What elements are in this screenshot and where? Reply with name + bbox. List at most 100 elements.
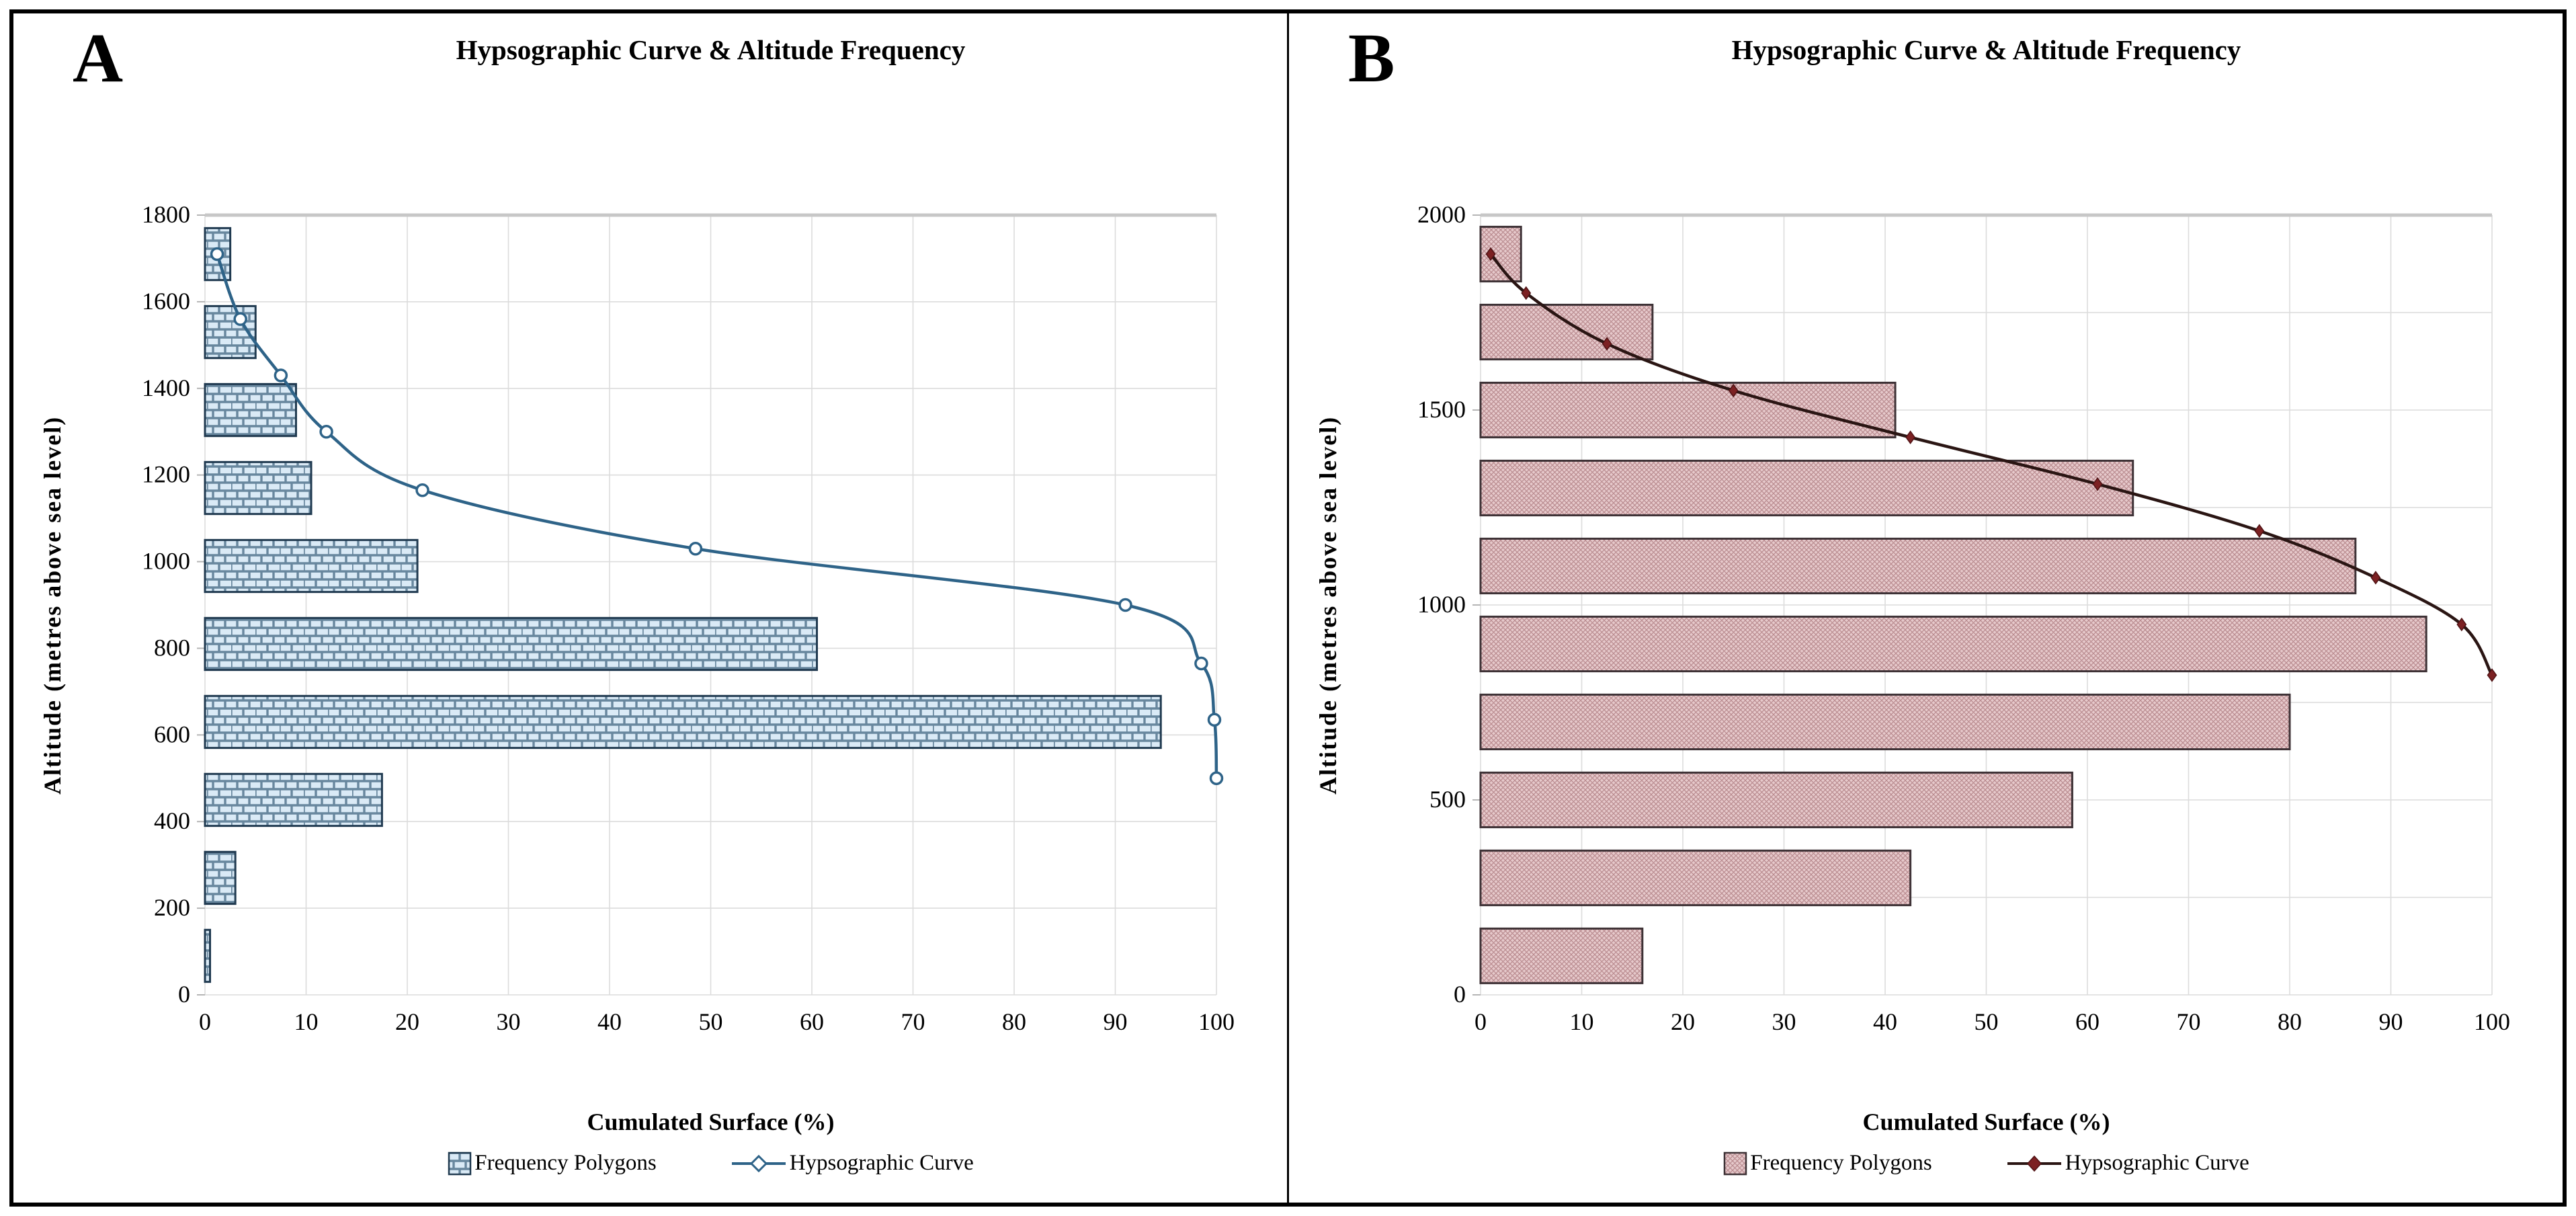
x-tick-label: 70 — [2177, 1008, 2201, 1035]
y-tick-label: 1400 — [142, 374, 190, 401]
frequency-bar — [204, 460, 313, 516]
x-tick-label: 50 — [1975, 1008, 1999, 1035]
legend-label: Frequency Polygons — [1750, 1151, 1932, 1175]
curve-point-icon — [1209, 771, 1224, 786]
curve-point-icon — [1194, 656, 1208, 671]
x-tick-label: 60 — [2075, 1008, 2100, 1035]
legend-b: Frequency Polygons Hypsographic Curve — [1481, 1151, 2492, 1176]
plot-area-b: 0 500 1000 1500 2000 0 10 20 30 40 50 60 70 80 90 100 — [1417, 201, 2510, 1035]
frequency-bar — [1479, 381, 1897, 439]
x-tick-label: 20 — [1671, 1008, 1695, 1035]
x-tick-label: 30 — [497, 1008, 521, 1035]
curve-point-icon — [233, 312, 247, 326]
line-swatch-icon — [2007, 1155, 2061, 1172]
frequency-bar — [204, 928, 212, 983]
curve-point-icon — [2487, 668, 2497, 682]
x-axis-labels: 0 10 20 30 40 50 60 70 80 90 100 — [1474, 1008, 2510, 1035]
y-axis-labels: 0 500 1000 1500 2000 — [1417, 201, 1481, 1008]
y-tick-label: 2000 — [1417, 201, 1466, 228]
y-axis-title-a: Altitude (metres above sea level) — [39, 415, 66, 795]
x-tick-label: 50 — [699, 1008, 723, 1035]
legend-label: Hypsographic Curve — [2065, 1151, 2249, 1175]
frequency-bar — [1479, 927, 1644, 985]
curve-point-icon — [1207, 713, 1222, 727]
x-axis-labels: 0 10 20 30 40 50 60 70 80 90 100 — [199, 1008, 1235, 1035]
frequency-bar — [1479, 615, 2427, 673]
curve-point-icon — [1905, 430, 1916, 444]
y-tick-label: 1200 — [142, 461, 190, 488]
curve-markers — [210, 247, 1224, 786]
figure-frame: 0 200 400 600 800 1000 1200 1400 1600 1800 0 10 20 30… — [9, 9, 2567, 1207]
curve-point-icon — [688, 541, 703, 556]
x-tick-label: 10 — [294, 1008, 319, 1035]
panel-label-a: A — [73, 19, 124, 97]
curve-point-icon — [2254, 524, 2265, 538]
line-swatch-icon — [731, 1154, 786, 1172]
frequency-bar — [1479, 459, 2134, 517]
y-tick-label: 500 — [1429, 786, 1466, 813]
bar-swatch-icon — [448, 1151, 472, 1175]
y-tick-label: 800 — [154, 634, 190, 661]
frequency-bar — [1479, 771, 2073, 829]
x-tick-label: 30 — [1772, 1008, 1796, 1035]
x-tick-label: 70 — [901, 1008, 925, 1035]
x-tick-label: 80 — [1002, 1008, 1026, 1035]
frequency-polygons-bars — [1479, 225, 2427, 985]
y-tick-label: 0 — [178, 981, 190, 1008]
curve-point-icon — [274, 368, 288, 382]
x-tick-label: 0 — [1474, 1008, 1487, 1035]
y-axis-title-b: Altitude (metres above sea level) — [1315, 415, 1341, 795]
plot-area-a: 0 200 400 600 800 1000 1200 1400 1600 1800 0 10 20 30… — [142, 201, 1235, 1035]
y-tick-label: 1000 — [142, 548, 190, 575]
y-tick-label: 400 — [154, 807, 190, 834]
panel-b: 0 500 1000 1500 2000 0 10 20 30 40 50 60 70 80 90 100 B… — [1289, 13, 2563, 1203]
frequency-bar — [204, 382, 297, 438]
y-tick-label: 1000 — [1417, 591, 1466, 618]
curve-point-icon — [319, 424, 333, 439]
curve-point-icon — [1485, 247, 1496, 261]
x-axis-title-b: Cumulated Surface (%) — [1862, 1108, 2110, 1135]
curve-point-icon — [1602, 337, 1612, 351]
frequency-bar — [1479, 225, 1522, 283]
y-tick-label: 0 — [1454, 981, 1466, 1008]
legend-item-frequency-polygons: Frequency Polygons — [1723, 1151, 1932, 1176]
frequency-bar — [204, 694, 1162, 749]
panel-divider — [1287, 13, 1289, 1203]
hypsographic-curve — [1489, 253, 2493, 676]
curve-point-icon — [415, 483, 429, 497]
gridlines — [204, 213, 1217, 996]
x-tick-label: 10 — [1570, 1008, 1594, 1035]
x-tick-label: 0 — [199, 1008, 211, 1035]
frequency-bar — [1479, 537, 2357, 595]
frequency-bar — [204, 850, 237, 905]
x-tick-label: 80 — [2278, 1008, 2302, 1035]
frequency-bar — [204, 538, 419, 594]
chart-title-a: Hypsographic Curve & Altitude Frequency — [456, 34, 966, 65]
y-tick-label: 600 — [154, 721, 190, 747]
panel-label-b: B — [1348, 19, 1395, 97]
curve-point-icon — [210, 247, 224, 261]
chart-title-b: Hypsographic Curve & Altitude Frequency — [1731, 34, 2241, 65]
x-tick-label: 60 — [800, 1008, 824, 1035]
y-tick-label: 1800 — [142, 201, 190, 228]
x-tick-label: 40 — [597, 1008, 622, 1035]
x-tick-label: 20 — [395, 1008, 419, 1035]
frequency-polygons-bars — [204, 227, 1162, 983]
frequency-bar — [204, 772, 383, 827]
x-tick-label: 40 — [1873, 1008, 1897, 1035]
curve-point-icon — [2092, 477, 2103, 491]
bar-swatch-icon — [1724, 1151, 1747, 1175]
curve-point-icon — [2370, 571, 2381, 585]
y-tick-label: 1600 — [142, 288, 190, 315]
curve-markers — [1485, 247, 2497, 682]
curve-point-icon — [2456, 617, 2467, 632]
y-tick-label: 1500 — [1417, 396, 1466, 423]
legend-a: Frequency Polygons Hypsographic Curve — [205, 1151, 1216, 1176]
y-axis-labels: 0 200 400 600 800 1000 1200 1400 1600 1800 — [142, 201, 205, 1008]
y-tick-label: 200 — [154, 894, 190, 921]
panel-a: 0 200 400 600 800 1000 1200 1400 1600 1800 0 10 20 30… — [13, 13, 1287, 1203]
curve-point-icon — [1728, 383, 1739, 398]
x-tick-label: 100 — [1198, 1008, 1235, 1035]
curve-point-icon — [1118, 598, 1132, 612]
legend-item-hypsographic-curve: Hypsographic Curve — [731, 1151, 974, 1176]
